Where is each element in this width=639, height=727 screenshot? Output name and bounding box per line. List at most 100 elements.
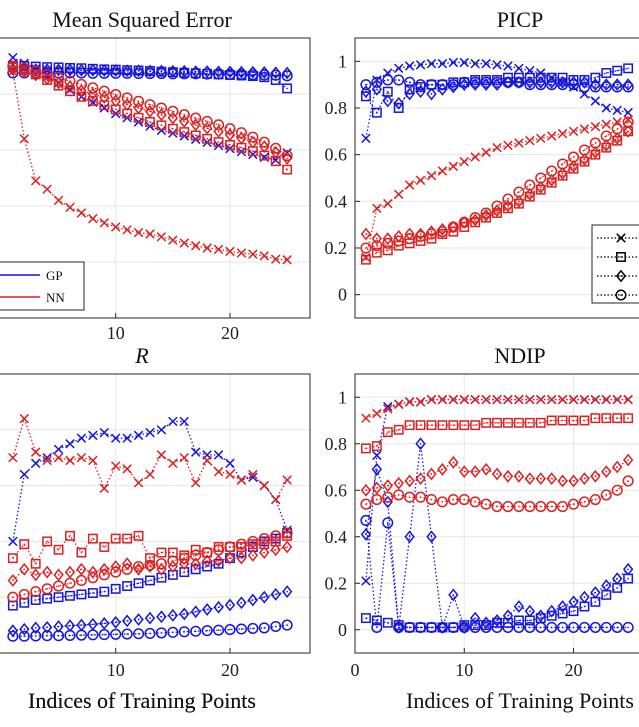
ndip-nn-diamond-point-12 [480,462,492,476]
mse-gp-diamond-point-13-dot [149,70,151,72]
r-nn-diamond-point-5 [53,568,64,582]
r-nn-x-point-22 [248,469,258,480]
picp-gp-diamond-point-1 [360,85,372,99]
ndip-nn-square-point-2-dot [376,445,378,447]
picp-nn-circle-point-5-dot [408,237,411,240]
mse-nn-diamond-point-12 [133,101,144,115]
ndip-nn-square-point-4 [393,424,404,435]
ndip-nn-diamond-point-11 [470,465,481,479]
ndip-nn-circle-point-25 [622,475,634,487]
mse-gp-diamond-point-14-dot [160,70,163,72]
picp-gp-circle-point-8 [436,79,448,91]
ndip-nn-x-point-18 [546,394,557,405]
ndip-nn-diamond-point-25 [622,453,634,467]
picp-nn-x-point-14 [503,140,513,151]
r-gp-diamond-point-12 [133,613,144,626]
picp-nn-circle-point-4-dot [397,240,400,242]
ndip-nn-diamond-point-6 [415,472,426,486]
picp-nn-x-point-22 [590,121,601,132]
picp-nn-x-point-11 [470,152,480,162]
ndip-nn-circle-point-19 [557,500,569,513]
mse-nn-circle-point-25 [281,150,293,162]
mse-gp-circle-point-19 [213,68,225,80]
picp-gp-circle-point-22 [589,81,601,93]
ndip-title: NDIP [494,343,545,368]
ndip-gp-circle-point-3 [382,517,394,529]
ndip-gp-diamond-point-1 [360,528,372,541]
mse-nn-square-point-16 [179,127,190,138]
mse-gp-circle-point-11 [121,67,133,79]
ndip-nn-circle-point-7 [425,494,438,506]
r-gp-square-point-7-dot [80,593,83,596]
mse-nn-circle-point-17-dot [194,117,197,119]
picp-gp-circle-point-5 [404,76,416,88]
mse-nn-x-point-18 [202,243,212,253]
r-nn-circle-point-14 [155,558,167,570]
r-gp-circle-point-19 [213,624,225,636]
r-gp-diamond-point-13 [144,611,156,625]
picp-gp-circle-point-25 [622,81,634,93]
ndip-gp-circle-point-12-dot [485,626,487,629]
mse-nn-circle-point-6-dot [69,80,71,82]
picp-gp-circle-point-15-dot [518,81,520,84]
r-nn-circle-point-3-dot [34,590,37,593]
r-nn-x-point-12 [133,478,144,488]
r-nn-circle-point-1 [7,591,19,603]
picp-gp-square-point-3-dot [386,90,389,93]
ndip-nn-circle-point-12-dot [485,503,487,506]
r-gp-circle-point-5 [53,630,65,642]
r-gp-diamond-point-16 [179,607,190,621]
mse-gp-circle-point-9-dot [103,72,106,75]
picp-nn-circle-point-13 [491,200,503,212]
ndip-gp-x-point-3 [383,401,393,412]
picp-gp-circle-point-24-dot [616,86,619,88]
mse-nn-diamond-point-1-dot [12,68,14,70]
picp-gp-diamond-point-20-dot [572,81,575,84]
mse-nn-x-point-15 [168,235,178,245]
r-nn-diamond-point-20 [224,551,236,565]
r-xtick-label-1: 20 [221,660,239,680]
ndip-nn-diamond-point-3-dot [386,484,389,487]
r-nn-diamond-point-12-dot [137,568,140,571]
r-gp-square-point-8 [87,588,98,598]
mse-gp-circle-point-16 [178,68,190,80]
r-gp-circle-point-2 [18,630,30,642]
mse-gp-diamond-point-5 [53,63,64,77]
picp-nn-circle-point-5 [404,233,416,245]
ndip-gp-x-point-2 [372,450,382,461]
mse-gp-circle-point-8-dot [92,72,94,75]
picp-gp-circle-point-11 [469,76,481,88]
picp-nn-circle-point-8 [436,226,448,238]
picp-gp-circle-point-6 [415,79,427,91]
ndip-nn-circle-point-16 [524,500,536,513]
ndip-series-gp-diamond-line [365,443,629,629]
r-gp-diamond-point-19 [213,600,224,614]
picp-nn-circle-point-21-dot [583,149,586,151]
mse-nn-square-point-18 [202,133,213,144]
r-nn-square-point-10-dot [114,537,117,540]
mse-nn-circle-point-5 [53,72,65,84]
r-gp-circle-point-3 [30,630,42,642]
picp-nn-x-point-17 [536,133,546,144]
picp-nn-x-point-5 [404,180,415,190]
r-title: R [134,343,149,368]
ndip-gp-diamond-point-6-dot [419,442,422,445]
r-nn-x-point-13 [145,469,155,480]
mse-nn-x-point-23 [259,251,270,261]
ndip-nn-circle-point-20-dot [572,503,575,506]
ndip-nn-x-point-9 [448,394,459,405]
mse-nn-square-point-22-dot [252,150,254,152]
mse-gp-circle-point-20-dot [229,73,231,76]
mse-nn-circle-point-12 [133,95,145,107]
r-nn-circle-point-10 [110,566,122,578]
ndip-nn-x-point-3 [383,404,393,414]
picp-nn-square-point-16 [524,191,535,202]
mse-gp-diamond-point-17-dot [194,70,197,73]
r-gp-x-point-11 [122,433,132,443]
r-nn-diamond-point-1 [7,574,19,587]
mse-gp-circle-point-12-dot [137,72,140,75]
r-nn-circle-point-21-dot [240,543,243,545]
r-gp-circle-point-20 [224,624,236,636]
mse-gp-diamond-point-6 [64,63,76,77]
r-nn-circle-point-16-dot [183,557,186,559]
